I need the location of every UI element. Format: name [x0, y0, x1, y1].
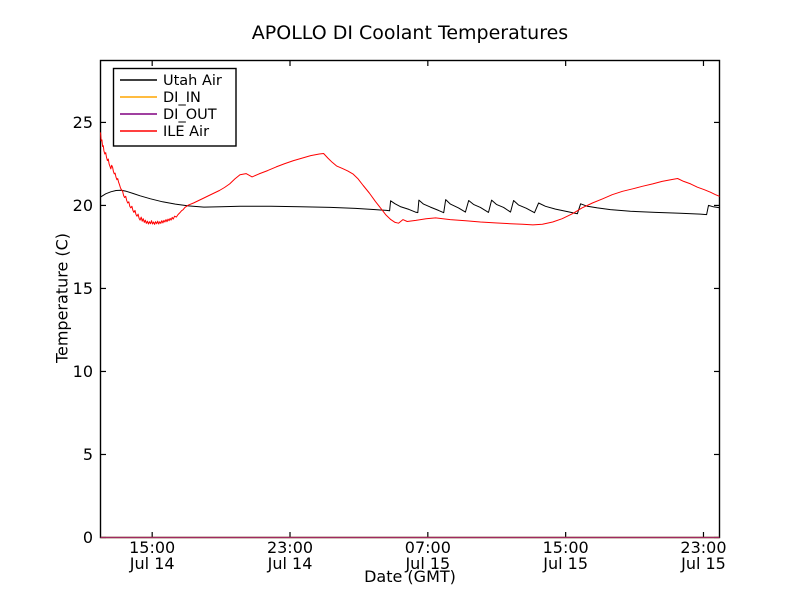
y-tick-label-2: 10 [73, 362, 93, 381]
x-tick-label-date-1: Jul 14 [267, 554, 313, 573]
y-tick-label-0: 0 [83, 528, 93, 547]
chart-title: APOLLO DI Coolant Temperatures [251, 22, 569, 44]
x-tick-label-time-1: 23:00 [267, 538, 313, 557]
y-tick-label-3: 15 [73, 279, 93, 298]
x-tick-label-date-4: Jul 15 [680, 554, 726, 573]
series-line-ile-air [100, 132, 720, 226]
legend-label-utah-air: Utah Air [163, 73, 222, 89]
x-tick-label-date-3: Jul 15 [542, 554, 588, 573]
y-tick-label-1: 5 [83, 445, 93, 464]
x-tick-label-time-2: 07:00 [405, 538, 451, 557]
legend-label-di-in: DI_IN [163, 90, 201, 106]
y-tick-label-5: 25 [73, 113, 93, 132]
legend-box [112, 67, 237, 147]
legend-label-ile-air: ILE Air [163, 124, 209, 140]
y-tick-label-4: 20 [73, 196, 93, 215]
x-tick-label-date-2: Jul 15 [404, 554, 450, 573]
y-axis-label: Temperature (C) [52, 232, 72, 364]
x-tick-label-time-3: 15:00 [543, 538, 589, 557]
series-line-utah-air [100, 189, 720, 216]
x-axis-label: Date (GMT) [364, 567, 456, 586]
x-tick-label-time-0: 15:00 [129, 538, 175, 557]
x-tick-label-time-4: 23:00 [680, 538, 726, 557]
legend-label-di-out: DI_OUT [163, 107, 217, 123]
x-tick-label-date-0: Jul 14 [129, 554, 175, 573]
